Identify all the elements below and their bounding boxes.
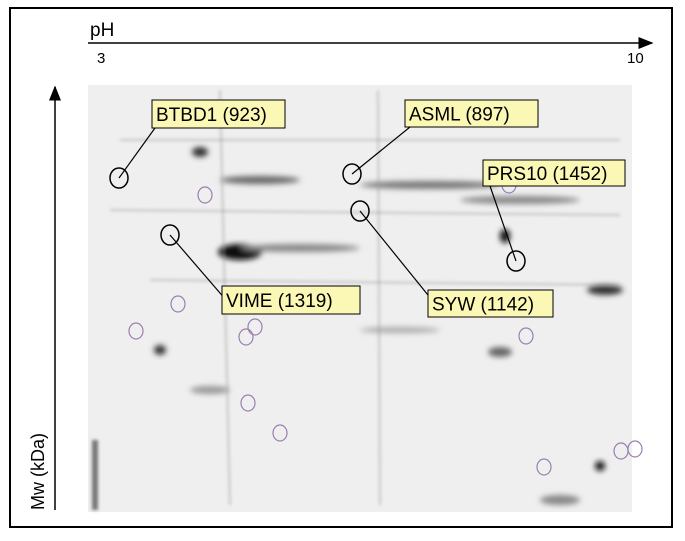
leader-line [489, 185, 517, 262]
protein-label: PRS10 (1452) [487, 164, 607, 185]
label-box [482, 159, 626, 187]
mw-axis-label: Mw (kDa) [28, 433, 48, 510]
label-box [404, 99, 539, 128]
spot-ring [247, 318, 263, 336]
spot-ring [536, 458, 552, 476]
leader-line [351, 126, 411, 175]
spot-circle [160, 224, 180, 246]
protein-label: VIME (1319) [226, 291, 333, 312]
spot-circle [350, 200, 370, 222]
spot-ring [238, 328, 254, 346]
frame [9, 7, 673, 528]
callouts: BTBD1 (923) ASML (897) PRS10 (1452) VIME (1… [109, 99, 626, 318]
spot-ring [240, 394, 256, 412]
spot-circle [506, 250, 526, 272]
spot-circle [342, 163, 362, 185]
spot-ring [197, 186, 213, 204]
spot-ring [170, 295, 186, 313]
spot-ring [627, 440, 643, 458]
ph-axis-label: pH [90, 20, 114, 41]
protein-label: BTBD1 (923) [156, 105, 267, 126]
ph-end: 10 [627, 50, 644, 67]
spot-circle [109, 167, 129, 189]
label-box [221, 285, 361, 315]
ph-start: 3 [97, 50, 105, 67]
spot-ring [518, 327, 534, 345]
protein-label: ASML (897) [409, 105, 510, 126]
spot-ring [128, 322, 144, 340]
protein-label: SYW (1142) [432, 295, 534, 316]
spot-ring [272, 424, 288, 442]
label-box [151, 99, 286, 129]
leader-line [169, 234, 227, 301]
leader-line [359, 210, 433, 301]
label-box [427, 289, 554, 318]
